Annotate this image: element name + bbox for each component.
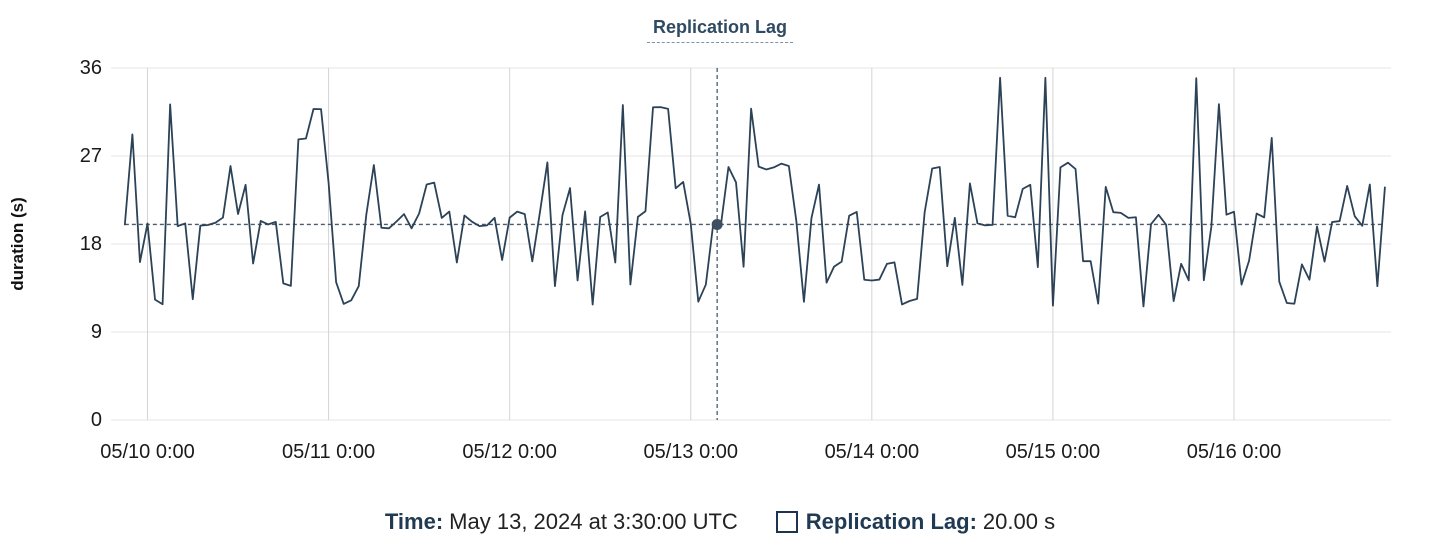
svg-text:18: 18 [80, 233, 102, 255]
svg-text:0: 0 [91, 409, 102, 431]
svg-text:05/14 0:00: 05/14 0:00 [825, 441, 920, 463]
svg-text:duration (s): duration (s) [8, 197, 27, 291]
svg-text:05/11 0:00: 05/11 0:00 [282, 441, 375, 463]
svg-text:05/15 0:00: 05/15 0:00 [1006, 441, 1101, 463]
svg-text:05/13 0:00: 05/13 0:00 [643, 441, 738, 463]
svg-text:36: 36 [80, 57, 102, 79]
svg-text:05/10 0:00: 05/10 0:00 [100, 441, 195, 463]
svg-text:05/16 0:00: 05/16 0:00 [1187, 441, 1282, 463]
svg-text:27: 27 [80, 145, 102, 167]
svg-text:05/12 0:00: 05/12 0:00 [462, 441, 557, 463]
svg-text:9: 9 [91, 321, 102, 343]
